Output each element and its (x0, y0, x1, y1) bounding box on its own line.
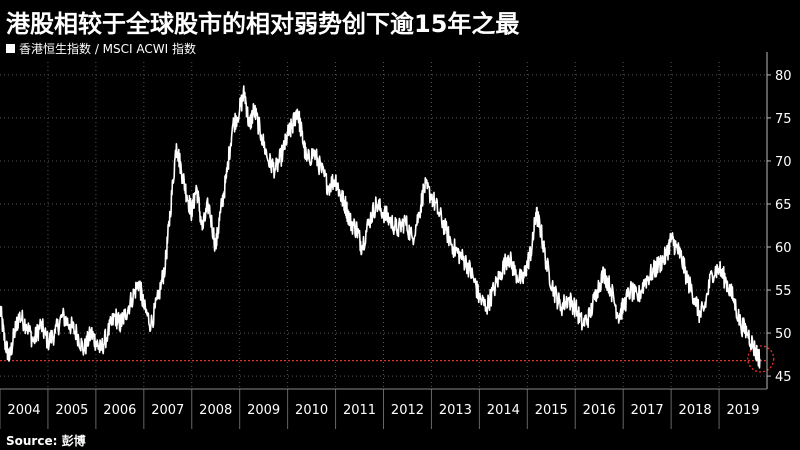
legend-label: 香港恒生指数 / MSCI ACWI 指数 (19, 42, 196, 56)
x-tick-label: 2009 (247, 403, 280, 418)
legend-swatch (6, 44, 15, 53)
y-tick-label: 55 (775, 284, 792, 299)
chart-title: 港股相较于全球股市的相对弱势创下逾15年之最 (6, 10, 520, 38)
y-tick-label: 80 (775, 69, 792, 84)
x-tick-label: 2018 (679, 403, 712, 418)
x-tick-label: 2004 (7, 403, 40, 418)
y-tick-label: 75 (775, 112, 792, 127)
axis-layer: 45 50 55 60 65 70 75 80 2004 2005 2006 2007 2008 2009… (0, 52, 792, 429)
x-tick-label: 2017 (631, 403, 664, 418)
x-tick-label: 2013 (439, 403, 472, 418)
x-tick-label: 2019 (726, 403, 759, 418)
x-tick-label: 2010 (295, 403, 328, 418)
reference-layer (0, 345, 775, 373)
y-tick-label: 60 (775, 241, 792, 256)
y-tick-label: 65 (775, 198, 792, 213)
x-tick-label: 2012 (391, 403, 424, 418)
series-layer (0, 85, 761, 369)
grid-layer (0, 62, 767, 389)
legend: 香港恒生指数 / MSCI ACWI 指数 (6, 40, 196, 57)
x-tick-label: 2005 (55, 403, 88, 418)
highlight-circle (747, 345, 775, 373)
x-tick-label: 2014 (487, 403, 520, 418)
x-tick-label: 2011 (343, 403, 376, 418)
y-tick-label: 45 (775, 370, 792, 385)
series-line (0, 85, 761, 369)
y-tick-label: 70 (775, 155, 792, 170)
x-tick-label: 2007 (151, 403, 184, 418)
y-tick-label: 50 (775, 327, 792, 342)
x-tick-label: 2008 (199, 403, 232, 418)
x-tick-label: 2006 (103, 403, 136, 418)
source-note: Source: 彭博 (6, 434, 86, 448)
x-tick-label: 2015 (535, 403, 568, 418)
x-tick-label: 2016 (583, 403, 616, 418)
